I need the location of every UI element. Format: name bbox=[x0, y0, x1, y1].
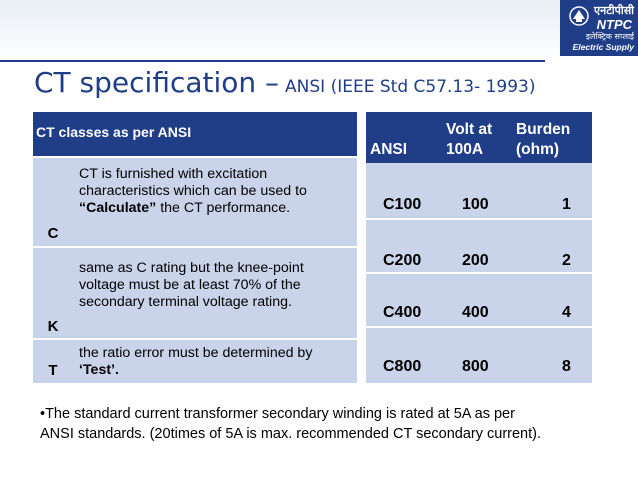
page-title: CT specification – ANSI (IEEE Std C57.13-… bbox=[34, 66, 594, 106]
col-header-volt-line2: 100A bbox=[446, 141, 484, 158]
volt-cell: 400 bbox=[462, 304, 489, 321]
ntpc-logo: एनटीपीसी NTPC इलेक्ट्रिक सप्लाई Electric… bbox=[560, 0, 638, 56]
row-divider bbox=[366, 218, 592, 220]
ct-class-desc-bold: ‘Test’. bbox=[79, 362, 119, 378]
burden-cell: 1 bbox=[562, 196, 571, 213]
row-divider bbox=[366, 326, 592, 328]
ct-class-row-c: C CT is furnished with excitation charac… bbox=[33, 158, 357, 246]
title-rule bbox=[0, 60, 545, 62]
ntpc-emblem-icon bbox=[569, 6, 589, 26]
col-header-burden-line1: Burden bbox=[516, 121, 571, 138]
ct-class-key: T bbox=[48, 362, 58, 379]
logo-hindi-name: एनटीपीसी bbox=[594, 4, 634, 17]
title-subtitle: ANSI (IEEE Std C57.13- 1993) bbox=[285, 77, 536, 97]
ct-class-desc-text: the ratio error must be determined by bbox=[79, 345, 313, 361]
ansi-class-cell: C800 bbox=[383, 358, 422, 375]
ct-class-key: C bbox=[47, 225, 59, 242]
ct-class-desc-text: CT is furnished with excitation characte… bbox=[79, 166, 307, 199]
col-header-ansi: ANSI bbox=[370, 141, 408, 158]
footnote-line: ANSI standards. (20times of 5A is max. r… bbox=[40, 426, 541, 442]
burden-cell: 8 bbox=[562, 358, 571, 375]
footnote-line: •The standard current transformer second… bbox=[40, 406, 515, 422]
ct-classes-header: CT classes as per ANSI bbox=[33, 112, 357, 156]
col-header-burden: Burden (ohm) bbox=[516, 120, 570, 160]
ct-class-key: K bbox=[47, 318, 59, 335]
ansi-class-cell: C400 bbox=[383, 304, 422, 321]
ct-class-row-t: T the ratio error must be determined by … bbox=[33, 340, 357, 383]
logo-name: NTPC bbox=[596, 17, 632, 32]
ct-class-desc-text: same as C rating but the knee-point volt… bbox=[79, 260, 304, 310]
col-header-volt: Volt at 100A bbox=[446, 120, 492, 160]
ct-class-desc: same as C rating but the knee-point volt… bbox=[79, 260, 353, 311]
volt-cell: 100 bbox=[462, 196, 489, 213]
row-divider bbox=[366, 272, 592, 274]
burden-cell: 4 bbox=[562, 304, 571, 321]
footnote: •The standard current transformer second… bbox=[40, 404, 620, 444]
ansi-table-header: ANSI Volt at 100A Burden (ohm) bbox=[366, 112, 592, 163]
col-header-burden-line2: (ohm) bbox=[516, 141, 560, 158]
ansi-class-cell: C100 bbox=[383, 196, 422, 213]
ct-classes-header-label: CT classes as per ANSI bbox=[36, 124, 192, 140]
ansi-class-cell: C200 bbox=[383, 252, 422, 269]
header-gradient bbox=[0, 0, 638, 58]
volt-cell: 800 bbox=[462, 358, 489, 375]
ct-class-desc-text-end: the CT performance. bbox=[156, 200, 291, 216]
burden-cell: 2 bbox=[562, 252, 571, 269]
ansi-rating-table: ANSI Volt at 100A Burden (ohm) C100 100 1 … bbox=[366, 112, 592, 383]
ct-class-desc: CT is furnished with excitation characte… bbox=[79, 166, 353, 217]
logo-hindi-tagline: इलेक्ट्रिक सप्लाई bbox=[586, 32, 634, 41]
volt-cell: 200 bbox=[462, 252, 489, 269]
logo-tagline: Electric Supply bbox=[572, 42, 634, 52]
ct-class-row-k: K same as C rating but the knee-point vo… bbox=[33, 248, 357, 338]
ct-class-desc-bold: “Calculate” bbox=[79, 200, 157, 216]
col-header-volt-line1: Volt at bbox=[446, 121, 493, 138]
ct-class-desc: the ratio error must be determined by ‘T… bbox=[79, 345, 353, 379]
title-main: CT specification – bbox=[34, 66, 280, 99]
